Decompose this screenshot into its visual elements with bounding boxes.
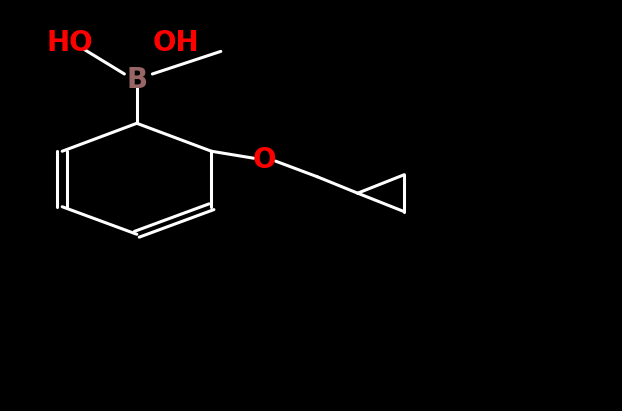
Text: HO: HO (47, 29, 93, 57)
Text: O: O (253, 146, 276, 174)
Text: B: B (126, 66, 147, 94)
Text: OH: OH (152, 29, 199, 57)
